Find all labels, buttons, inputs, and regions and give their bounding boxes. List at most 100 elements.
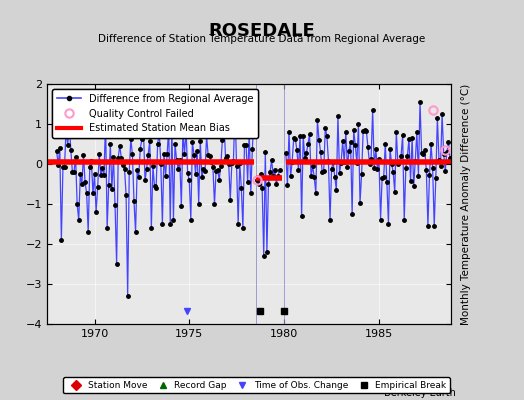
Point <box>213 166 222 173</box>
Point <box>215 176 223 183</box>
Point <box>124 293 132 299</box>
Point <box>116 142 124 149</box>
Point <box>301 155 309 161</box>
Point <box>172 157 181 163</box>
Point <box>310 174 319 180</box>
Point <box>224 160 233 167</box>
Point <box>400 217 408 223</box>
Point <box>143 166 151 172</box>
Point <box>386 146 394 152</box>
Point <box>440 151 448 157</box>
Point <box>160 151 168 157</box>
Point <box>359 127 367 134</box>
Point <box>332 187 341 193</box>
Point <box>381 140 389 147</box>
Point <box>287 173 295 180</box>
Point <box>229 158 237 164</box>
Point <box>307 173 315 179</box>
Point <box>128 151 137 158</box>
Point <box>383 179 391 185</box>
Point <box>387 161 396 167</box>
Point <box>367 155 375 162</box>
Point <box>110 154 118 161</box>
Point <box>384 221 392 227</box>
Point <box>275 167 283 173</box>
Point <box>100 172 108 178</box>
Point <box>71 154 80 160</box>
Point <box>413 129 421 135</box>
Point <box>89 190 97 196</box>
Point <box>419 151 428 158</box>
Point <box>436 162 445 169</box>
Point <box>323 133 331 139</box>
Point <box>245 128 254 134</box>
Point <box>438 111 446 117</box>
Point <box>259 253 268 259</box>
Point <box>76 171 84 178</box>
Point <box>216 162 225 169</box>
Point <box>101 118 110 124</box>
Point <box>335 170 344 176</box>
Point <box>108 186 116 192</box>
Point <box>312 190 320 197</box>
Point <box>313 117 322 123</box>
Point <box>389 169 397 175</box>
Point <box>179 129 187 135</box>
Legend: Difference from Regional Average, Quality Control Failed, Estimated Station Mean: Difference from Regional Average, Qualit… <box>52 89 258 138</box>
Point <box>196 138 204 144</box>
Point <box>296 132 304 139</box>
Point <box>56 144 64 151</box>
Point <box>204 152 212 159</box>
Point <box>285 129 293 135</box>
Point <box>397 152 405 159</box>
Point <box>188 139 196 145</box>
Point <box>209 164 217 170</box>
Point <box>233 163 241 170</box>
Point <box>187 217 195 223</box>
Point <box>414 173 423 179</box>
Point <box>433 114 442 121</box>
Point <box>345 147 353 154</box>
Point <box>133 167 141 174</box>
Point <box>293 147 301 153</box>
Point <box>441 168 450 174</box>
Point <box>119 161 127 168</box>
Point <box>92 209 100 215</box>
Point <box>350 127 358 134</box>
Point <box>220 117 228 124</box>
Point <box>161 173 170 179</box>
Point <box>291 136 300 142</box>
Point <box>93 184 102 190</box>
Point <box>168 124 176 131</box>
Point <box>272 181 280 187</box>
Point <box>138 136 146 142</box>
Point <box>315 136 323 143</box>
Point <box>429 165 437 171</box>
Point <box>62 124 70 130</box>
Text: ROSEDALE: ROSEDALE <box>209 22 315 40</box>
Point <box>237 184 246 191</box>
Point <box>205 153 214 160</box>
Point <box>304 141 312 148</box>
Point <box>67 147 75 153</box>
Point <box>288 158 297 165</box>
Point <box>255 181 263 187</box>
Point <box>427 141 435 147</box>
Point <box>309 163 317 169</box>
Point <box>183 170 192 177</box>
Point <box>158 221 167 227</box>
Point <box>218 137 226 143</box>
Point <box>96 172 105 178</box>
Point <box>234 221 243 227</box>
Point <box>418 150 426 156</box>
Point <box>357 171 366 177</box>
Point <box>185 176 193 183</box>
Point <box>152 185 160 192</box>
Point <box>444 139 453 146</box>
Point <box>250 111 258 117</box>
Point <box>199 166 208 172</box>
Point <box>155 129 163 135</box>
Point <box>430 223 439 229</box>
Point <box>321 125 330 131</box>
Point <box>177 202 185 209</box>
